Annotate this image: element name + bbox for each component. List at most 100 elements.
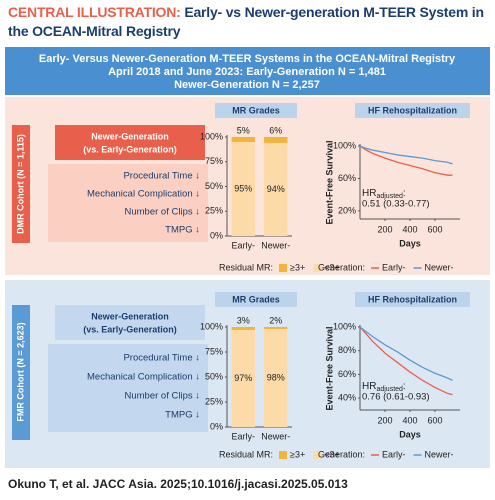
x-tick-label: Newer- xyxy=(261,240,290,250)
legend-title: Generation: xyxy=(318,262,365,272)
chart-title-box xyxy=(215,103,297,118)
legend-title: Generation: xyxy=(318,449,365,459)
legend-label: Newer- xyxy=(425,449,454,459)
bar-segment xyxy=(264,327,288,329)
chart-title-box xyxy=(355,292,470,307)
x-tick-label: 600 xyxy=(427,224,442,234)
value-label: 97% xyxy=(234,373,252,383)
annotation: HRadjusted: xyxy=(362,188,406,200)
bar-segment xyxy=(264,137,288,143)
y-tick-label: 0% xyxy=(210,421,223,431)
y-tick-label: 75% xyxy=(205,156,223,166)
y-tick-label: 100% xyxy=(333,140,356,150)
box-title: Newer-Generation xyxy=(91,131,169,141)
y-tick-label: 20% xyxy=(338,205,356,215)
x-tick-label: 200 xyxy=(377,224,392,234)
legend-label: Newer- xyxy=(425,262,454,272)
x-axis-label: Days xyxy=(399,429,421,439)
chart-title: MR Grades xyxy=(232,294,280,304)
y-tick-label: 100% xyxy=(200,321,223,331)
value-label: 2% xyxy=(269,315,282,325)
chart-title: MR Grades xyxy=(232,105,280,115)
hr-value: 0.76 (0.61-0.93) xyxy=(362,392,430,403)
banner-line: April 2018 and June 2023: Early-Generati… xyxy=(108,66,386,78)
y-tick-label: 60% xyxy=(338,369,356,379)
finding: TMPG ↓ xyxy=(165,225,200,236)
finding: TMPG ↓ xyxy=(165,410,200,421)
legend-label: ≥3+ xyxy=(290,449,305,459)
x-tick-label: 600 xyxy=(427,415,442,425)
legend-label: ≥3+ xyxy=(290,262,305,272)
cohort-label: DMR Cohort (N = 1,115) xyxy=(15,134,25,234)
x-tick-label: Early- xyxy=(231,431,255,441)
hr-label: HR xyxy=(362,188,376,199)
bar-segment xyxy=(231,137,255,142)
header: CENTRAL ILLUSTRATION: Early- vs Newer-ge… xyxy=(8,3,488,41)
bar-segment xyxy=(231,327,255,330)
y-tick-label: 25% xyxy=(205,396,223,406)
chart-title-box xyxy=(355,103,470,118)
hr-value: 0.51 (0.33-0.77) xyxy=(362,199,430,210)
banner xyxy=(5,47,490,95)
legend-label: <3+ xyxy=(324,449,340,459)
chart-title-box xyxy=(215,292,297,307)
y-tick-label: 40% xyxy=(338,393,356,403)
value-label: 98% xyxy=(267,372,285,382)
cohort-strip xyxy=(12,305,30,440)
finding: Number of Clips ↓ xyxy=(125,391,201,402)
legend-title: Residual MR: xyxy=(219,262,273,272)
value-label: 6% xyxy=(269,125,282,135)
hr-suffix: : xyxy=(403,381,406,392)
items-box xyxy=(48,164,208,242)
newer-box xyxy=(55,305,205,340)
finding: Mechanical Complication ↓ xyxy=(87,372,200,383)
x-tick-label: Early- xyxy=(231,240,255,250)
value-label: 3% xyxy=(237,315,250,325)
y-tick-label: 100% xyxy=(200,131,223,141)
y-tick-label: 50% xyxy=(205,181,223,191)
survival-curve xyxy=(359,326,453,381)
annotation: HRadjusted: xyxy=(362,381,406,393)
value-label: 95% xyxy=(234,183,252,193)
y-tick-label: 80% xyxy=(338,345,356,355)
legend-label: Early- xyxy=(382,449,406,459)
legend-swatch xyxy=(313,451,322,459)
y-axis-label: Event-Free Survival xyxy=(324,140,334,224)
y-tick-label: 0% xyxy=(210,230,223,240)
finding: Procedural Time ↓ xyxy=(123,353,200,364)
box-title: Newer-Generation xyxy=(91,311,169,321)
survival-curve xyxy=(359,145,453,165)
y-axis-label: Event-Free Survival xyxy=(324,326,334,410)
hr-subscript: adjusted xyxy=(376,193,403,200)
x-tick-label: 400 xyxy=(402,224,417,234)
x-tick-label: 400 xyxy=(402,415,417,425)
bar-segment xyxy=(264,142,288,236)
y-tick-label: 75% xyxy=(205,346,223,356)
finding: Mechanical Complication ↓ xyxy=(87,189,200,200)
y-tick-label: 50% xyxy=(205,371,223,381)
hr-label: HR xyxy=(362,381,376,392)
y-tick-label: 25% xyxy=(205,206,223,216)
illustration: Early- Versus Newer-Generation M-TEER Sy… xyxy=(5,47,490,468)
cohort-strip xyxy=(12,125,30,243)
legend-swatch xyxy=(279,451,288,459)
header-title: Early- vs Newer-generation M-TEER System… xyxy=(8,4,484,39)
y-tick-label: 60% xyxy=(338,173,356,183)
bar-segment xyxy=(264,329,288,427)
hr-subscript: adjusted xyxy=(376,386,403,393)
legend-title: Residual MR: xyxy=(219,449,273,459)
survival-curve xyxy=(359,326,453,396)
legend-swatch xyxy=(279,264,288,272)
value-label: 5% xyxy=(237,125,250,135)
banner-line: Newer-Generation N = 2,257 xyxy=(174,79,320,91)
chart-title: HF Rehospitalization xyxy=(368,105,457,115)
hr-suffix: : xyxy=(403,188,406,199)
legend-swatch xyxy=(313,264,322,272)
footer: Okuno T, et al. JACC Asia. 2025;10.1016/… xyxy=(8,477,348,491)
survival-curve xyxy=(359,145,453,176)
finding: Number of Clips ↓ xyxy=(125,207,201,218)
box-subtitle: (vs. Early-Generation) xyxy=(83,324,177,334)
cohort-label: FMR Cohort (N = 2,623) xyxy=(15,322,25,421)
bar-segment xyxy=(231,141,255,236)
